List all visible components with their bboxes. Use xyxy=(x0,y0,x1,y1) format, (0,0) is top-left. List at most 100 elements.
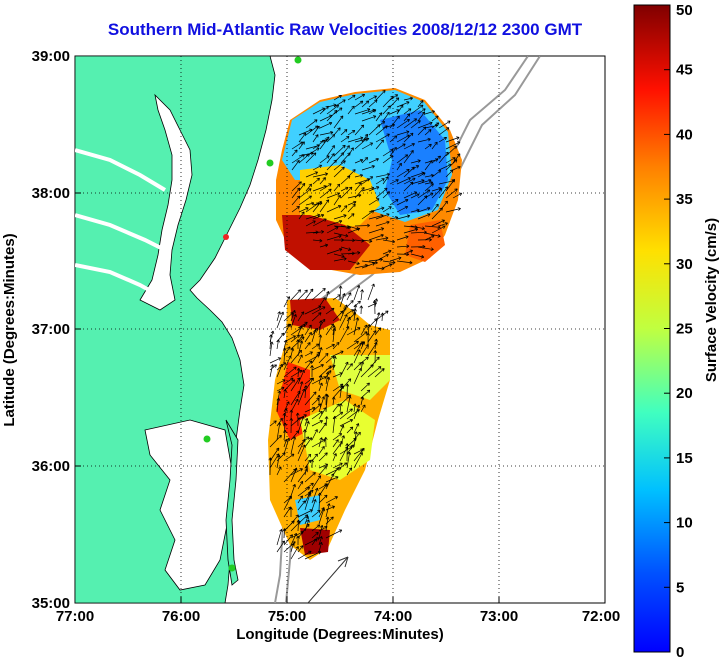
velocity-arrow xyxy=(311,363,324,371)
velocity-arrow xyxy=(304,492,312,511)
velocity-arrow xyxy=(389,199,399,206)
velocity-arrow xyxy=(276,363,284,378)
velocity-arrow xyxy=(424,234,435,241)
velocity-arrow xyxy=(311,538,318,546)
velocity-arrow xyxy=(360,396,365,406)
velocity-arrow xyxy=(319,121,333,129)
velocity-arrow xyxy=(297,416,305,434)
velocity-arrow xyxy=(333,160,346,171)
velocity-arrow xyxy=(424,160,433,171)
velocity-arrow xyxy=(333,183,341,192)
velocity-arrow xyxy=(403,132,414,143)
velocity-arrow xyxy=(368,109,377,115)
velocity-arrow xyxy=(276,528,283,546)
velocity-arrow xyxy=(311,531,319,539)
velocity-arrow xyxy=(319,155,330,164)
velocity-arrow xyxy=(346,451,352,469)
velocity-arrow xyxy=(276,386,285,392)
velocity-arrow xyxy=(298,188,312,199)
velocity-arrow xyxy=(311,487,319,504)
velocity-arrow xyxy=(269,364,275,378)
velocity-arrow xyxy=(375,112,383,122)
velocity-arrow xyxy=(410,253,425,259)
velocity-arrow xyxy=(403,181,414,192)
velocity-arrow xyxy=(360,389,371,399)
velocity-vectors xyxy=(268,89,463,560)
velocity-arrow xyxy=(347,200,357,206)
velocity-arrow xyxy=(325,496,338,504)
velocity-arrow xyxy=(326,134,336,143)
velocity-arrow xyxy=(325,371,330,385)
velocity-arrow xyxy=(311,524,321,532)
velocity-arrow xyxy=(346,309,355,315)
velocity-arrow xyxy=(276,311,281,322)
velocity-arrow xyxy=(311,420,323,427)
velocity-arrow xyxy=(339,361,349,378)
pamlico-sound xyxy=(144,419,233,591)
velocity-arrow xyxy=(305,119,318,129)
velocity-arrow xyxy=(347,203,356,213)
velocity-arrow xyxy=(304,489,314,497)
velocity-arrow xyxy=(445,188,458,199)
velocity-arrow xyxy=(410,104,424,115)
velocity-arrow xyxy=(396,198,409,206)
velocity-arrow xyxy=(289,417,294,434)
velocity-arrow xyxy=(305,171,318,178)
velocity-arrow xyxy=(304,360,313,371)
velocity-arrow xyxy=(331,396,336,406)
velocity-arrow xyxy=(269,420,277,427)
velocity-arrow xyxy=(291,159,300,171)
velocity-arrow xyxy=(297,495,303,504)
velocity-arrow xyxy=(333,99,346,108)
velocity-arrow xyxy=(289,409,294,420)
velocity-arrow xyxy=(361,100,370,108)
velocity-arrow xyxy=(276,379,286,385)
velocity-arrow xyxy=(347,260,360,266)
velocity-arrow xyxy=(340,175,351,185)
velocity-arrow xyxy=(340,186,349,192)
velocity-arrow xyxy=(311,499,317,511)
velocity-arrow xyxy=(389,94,399,101)
velocity-arrow xyxy=(311,475,322,490)
velocity-arrow xyxy=(382,263,393,269)
velocity-arrow xyxy=(417,111,426,122)
velocity-arrow xyxy=(340,186,353,199)
colorbar-tick-label: 25 xyxy=(676,321,693,338)
velocity-arrow xyxy=(310,459,314,469)
velocity-arrow xyxy=(382,191,390,199)
velocity-arrow xyxy=(333,144,346,157)
velocity-arrow xyxy=(297,289,308,301)
x-tick-label: 75:00 xyxy=(268,608,306,625)
velocity-arrow xyxy=(353,452,363,469)
velocity-arrow xyxy=(304,342,311,350)
velocity-arrow xyxy=(298,153,310,164)
velocity-arrow xyxy=(353,300,361,308)
velocity-arrow xyxy=(445,141,461,150)
velocity-arrow xyxy=(325,476,339,483)
velocity-arrow xyxy=(396,143,406,150)
velocity-arrow xyxy=(290,314,297,329)
velocity-arrow xyxy=(269,341,274,357)
velocity-arrow xyxy=(424,110,435,115)
velocity-arrow xyxy=(304,391,317,406)
velocity-arrow xyxy=(368,198,380,206)
velocity-arrow xyxy=(296,339,300,350)
velocity-arrow xyxy=(269,357,282,364)
chesapeake-bay xyxy=(139,93,193,311)
velocity-arrow xyxy=(318,297,326,308)
velocity-arrow xyxy=(290,336,305,350)
velocity-arrow xyxy=(333,94,342,101)
velocity-arrow xyxy=(361,176,374,185)
velocity-arrow xyxy=(311,403,322,413)
velocity-arrow xyxy=(297,354,303,364)
y-tick-label: 38:00 xyxy=(32,185,70,202)
velocity-arrow xyxy=(318,382,323,392)
velocity-arrow xyxy=(361,262,376,269)
velocity-arrow xyxy=(389,115,400,129)
velocity-arrow xyxy=(291,181,302,192)
velocity-arrow xyxy=(353,317,360,336)
velocity-arrow xyxy=(346,467,353,476)
velocity-arrow xyxy=(312,172,329,178)
velocity-arrow xyxy=(353,423,360,434)
